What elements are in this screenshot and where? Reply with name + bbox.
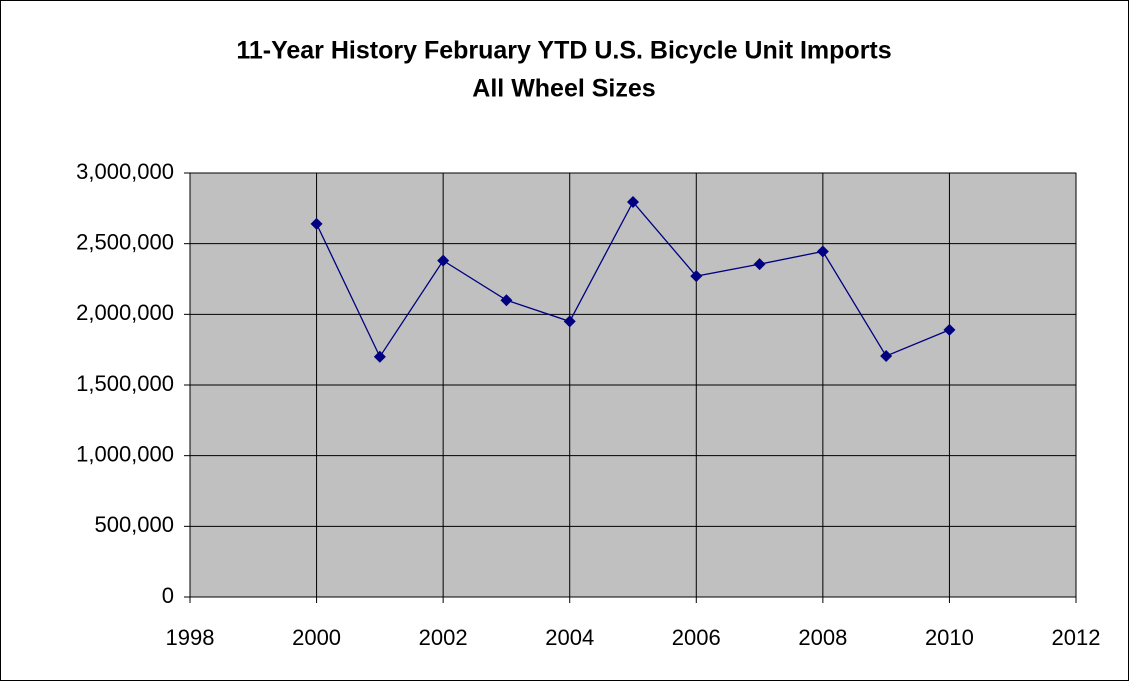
data-point [373, 350, 386, 363]
data-point [627, 195, 639, 208]
data-point [943, 323, 956, 336]
x-tick-label: 1998 [166, 625, 215, 650]
data-point [690, 270, 703, 283]
y-tick-label: 3,000,000 [76, 159, 174, 184]
x-tick-label: 2008 [798, 625, 847, 650]
chart-title: 11-Year History February YTD U.S. Bicycl… [236, 37, 891, 65]
chart-subtitle: All Wheel Sizes [472, 75, 655, 103]
y-tick-label: 2,500,000 [76, 229, 174, 254]
data-point [753, 258, 766, 271]
data-point [310, 217, 323, 230]
y-tick-label: 2,000,000 [76, 300, 174, 325]
y-tick-label: 500,000 [94, 512, 174, 537]
y-tick-label: 1,000,000 [76, 441, 174, 466]
data-point [563, 315, 576, 328]
data-point [500, 294, 513, 307]
y-tick-label: 0 [162, 583, 174, 608]
data-point [437, 254, 450, 267]
x-tick-label: 2006 [672, 625, 721, 650]
x-tick-label: 2004 [545, 625, 594, 650]
data-point [880, 350, 893, 363]
x-tick-label: 2000 [292, 625, 341, 650]
y-tick-label: 1,500,000 [76, 371, 174, 396]
x-tick-label: 2010 [925, 625, 974, 650]
x-tick-label: 2012 [1052, 625, 1101, 650]
x-tick-label: 2002 [419, 625, 468, 650]
data-point [816, 245, 829, 258]
